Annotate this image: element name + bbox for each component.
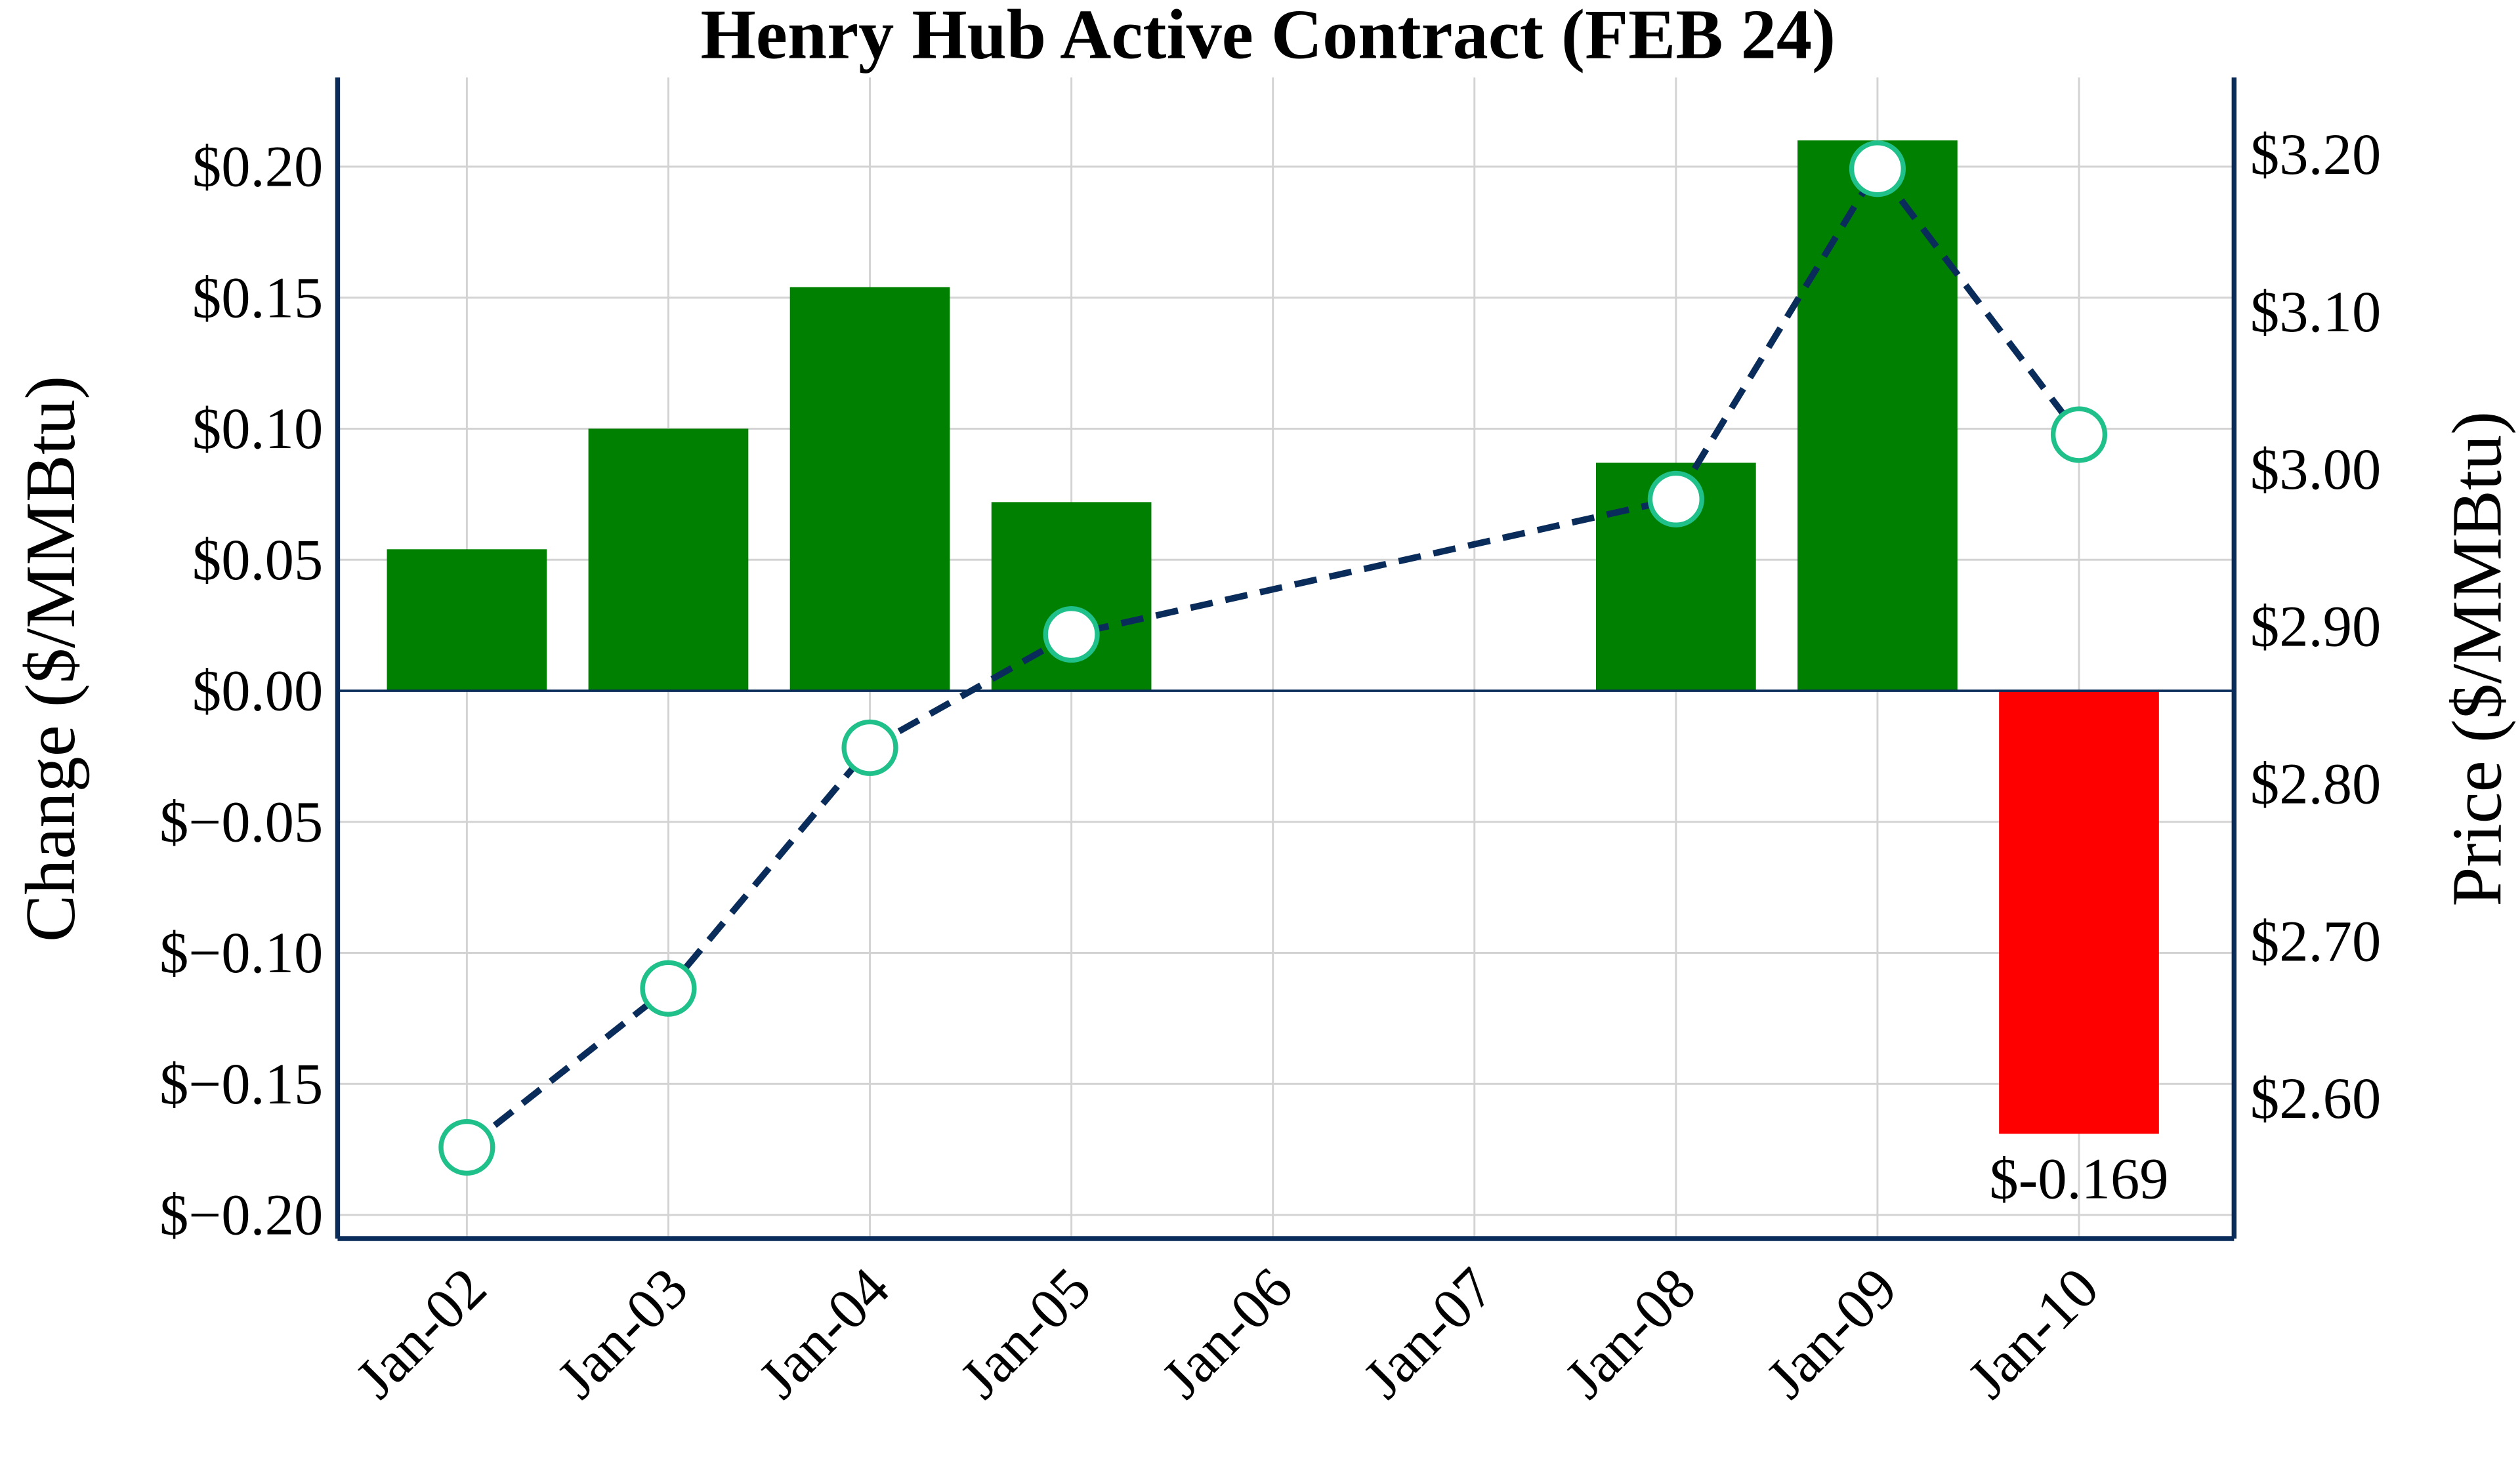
y2-tick-label: $2.70: [2250, 909, 2381, 974]
bar-annotation: $-0.169: [1989, 1147, 2168, 1212]
bar-Jan-03: [588, 428, 749, 691]
y2-tick-label: $2.80: [2250, 752, 2381, 816]
x-tick-label: Jan-04: [747, 1256, 902, 1410]
x-tick-label: Jan-05: [948, 1256, 1103, 1410]
price-point-Jan-05: [1043, 606, 1100, 663]
x-tick-label: Jan-08: [1553, 1256, 1708, 1410]
y2-tick-label: $2.90: [2250, 595, 2381, 659]
x-tick-label: Jan-07: [1351, 1256, 1506, 1410]
y2-tick-label: $3.10: [2250, 280, 2381, 344]
y-tick-label: $−0.05: [159, 790, 323, 854]
y2-axis-label: Price ($/MMBtu): [2437, 411, 2516, 907]
bar-Jan-09: [1797, 140, 1958, 691]
y-tick-label: $0.00: [192, 659, 323, 724]
bars: $-0.169: [337, 140, 2235, 1212]
y-tick-label: $0.20: [192, 135, 323, 199]
y2-tick-label: $2.60: [2250, 1067, 2381, 1131]
x-tick-label: Jan-02: [344, 1256, 499, 1410]
price-point-Jan-09: [1849, 140, 1906, 197]
y-tick-label: $0.10: [192, 397, 323, 461]
y-tick-label: $−0.10: [159, 921, 323, 985]
price-point-Jan-02: [438, 1119, 495, 1176]
price-point-Jan-03: [640, 960, 697, 1017]
y2-tick-label: $3.20: [2250, 123, 2381, 187]
x-tick-label: Jan-06: [1150, 1256, 1305, 1410]
bar-Jan-10: [1999, 691, 2159, 1134]
chart-title: Henry Hub Active Contract (FEB 24): [701, 0, 1836, 74]
x-tick-label: Jan-10: [1956, 1256, 2110, 1410]
price-point-Jan-10: [2050, 406, 2108, 463]
y2-tick-label: $3.00: [2250, 438, 2381, 502]
x-tick-label: Jan-03: [545, 1256, 700, 1410]
y-tick-label: $0.15: [192, 266, 323, 330]
bar-Jan-02: [387, 549, 547, 691]
y-tick-label: $−0.15: [159, 1052, 323, 1117]
y-axis-label: Change ($/MMBtu): [11, 376, 90, 942]
y-tick-label: $0.05: [192, 528, 323, 592]
price-point-Jan-04: [841, 719, 898, 776]
y-tick-label: $−0.20: [159, 1183, 323, 1248]
x-tick-label: Jan-09: [1754, 1256, 1909, 1410]
bar-Jan-04: [789, 287, 950, 691]
price-point-Jan-08: [1647, 470, 1704, 527]
price-line: [438, 140, 2108, 1176]
